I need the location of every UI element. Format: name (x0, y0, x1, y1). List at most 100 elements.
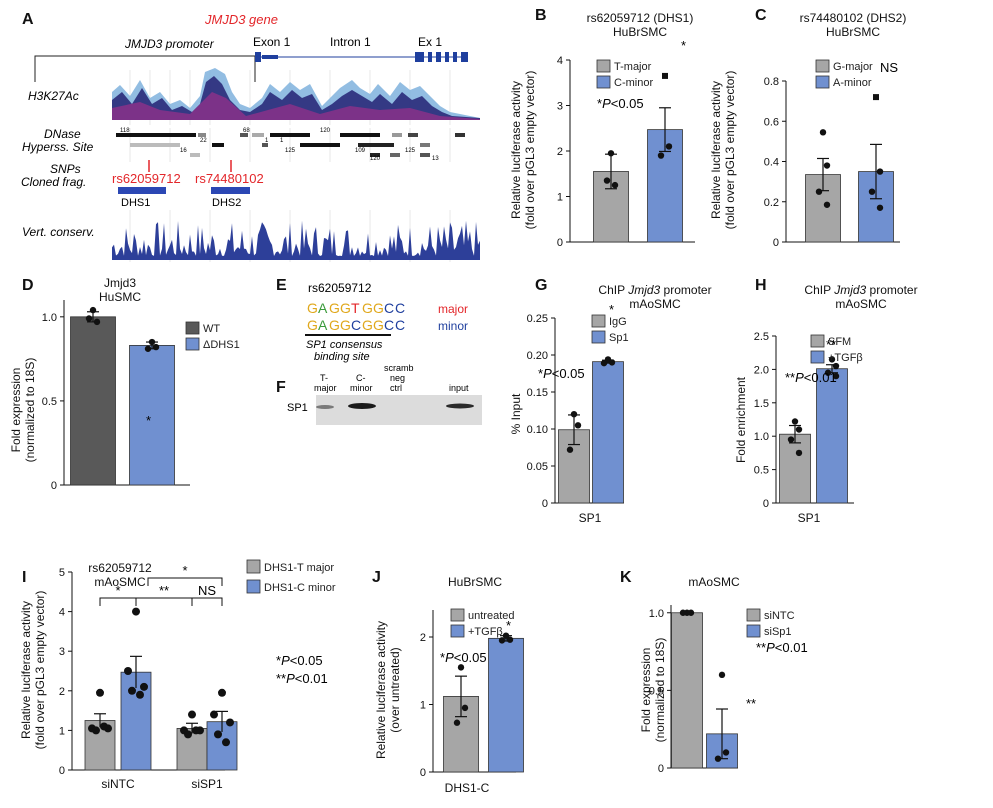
data-point (832, 372, 840, 380)
western-row-label: SP1 (287, 402, 308, 414)
y-tick-label: 3 (557, 101, 563, 113)
dnase-peak (240, 133, 248, 137)
data-point (687, 609, 695, 616)
dnase-number: 1 (265, 138, 269, 144)
lane-label: scramb (384, 363, 414, 373)
legend-label: untreated (468, 610, 514, 622)
legend-label: DHS1-T major (264, 562, 334, 574)
panel-label-i: I (22, 569, 26, 586)
major-base: G (340, 300, 351, 316)
data-point (498, 637, 506, 644)
chart-title: mAoSMC (835, 297, 887, 311)
promoter-label: JMJD3 promoter (124, 37, 215, 51)
legend-label: C-minor (614, 77, 653, 89)
data-point (574, 422, 582, 429)
exon-block (436, 52, 441, 62)
dnase-number: 125 (285, 148, 296, 154)
significance-annotation: * (681, 38, 686, 53)
legend-swatch (596, 75, 611, 89)
dnase-number: 68 (243, 128, 250, 134)
significance-annotation: ** (159, 583, 169, 598)
significance-annotation: **P<0.01 (756, 640, 808, 655)
bar (779, 433, 811, 504)
bar (671, 612, 703, 769)
lane-label: minor (350, 383, 373, 393)
major-base: G (329, 300, 340, 316)
x-axis-label: SP1 (579, 511, 602, 525)
x-group-label: siSP1 (191, 777, 223, 791)
y-axis-label: % Input (509, 393, 523, 434)
legend-swatch (185, 337, 200, 351)
consensus-caption-1: SP1 consensus (306, 339, 383, 351)
significance-annotation: *P<0.05 (440, 650, 487, 665)
significance-annotation: *P<0.05 (597, 96, 644, 111)
h3k27ac-signal-magenta (112, 92, 480, 120)
gene-model: Exon 1 Intron 1 Ex 1 (253, 35, 468, 62)
legend-label: DHS1-C minor (264, 582, 336, 594)
data-point (868, 188, 876, 195)
panel-label-k: K (620, 569, 632, 586)
minor-base: C (384, 317, 394, 333)
bar (176, 728, 208, 771)
y-tick-label: 4 (59, 607, 65, 619)
significance-annotation: **P<0.01 (276, 671, 328, 686)
data-point (603, 177, 611, 184)
legend-swatch (810, 350, 825, 364)
data-point (100, 722, 108, 731)
y-tick-label: 2.5 (754, 331, 769, 343)
panel-label-d: D (22, 277, 34, 294)
significance-bracket (147, 577, 223, 586)
chart-title: ChIP Jmjd3 promoter (804, 283, 917, 297)
data-point (457, 664, 465, 671)
data-point (136, 690, 144, 699)
chart-title: HuBrSMC (448, 575, 502, 589)
minor-base: G (362, 317, 373, 333)
y-tick-label: 5 (59, 567, 65, 579)
data-point (607, 150, 615, 157)
bar (70, 316, 116, 486)
x-axis-label: DHS1-C (445, 781, 490, 795)
track-label-h3k27ac: H3K27Ac (28, 89, 79, 103)
y-tick-label: 0 (51, 480, 57, 492)
exon1-label: Exon 1 (253, 35, 291, 49)
data-point (662, 72, 668, 79)
data-point (791, 418, 799, 425)
dnase-number: 1 (280, 138, 284, 144)
data-point (188, 710, 196, 719)
y-tick-label: 0.20 (527, 350, 548, 362)
data-point (718, 671, 726, 679)
lane-label: T- (320, 373, 328, 383)
legend-label: T-major (614, 61, 652, 73)
frag-dhs1 (118, 187, 166, 194)
y-tick-label: 1.5 (754, 398, 769, 410)
data-point (96, 688, 104, 697)
conservation-track (112, 210, 480, 262)
data-point (128, 686, 136, 695)
bar (488, 637, 524, 773)
data-point (566, 446, 574, 453)
panel-a: A JMJD3 gene JMJD3 promoter Exon 1 Intro… (21, 11, 480, 262)
data-point (657, 152, 665, 159)
chart-title: HuBrSMC (613, 25, 667, 39)
h3k27ac-track (112, 68, 480, 125)
y-tick-label: 1.0 (754, 431, 769, 443)
data-point (124, 667, 132, 675)
panel-label-e: E (276, 277, 287, 294)
chart-title: rs62059712 (DHS1) (587, 11, 694, 25)
dnase-track: 118 68 120 1 22 1 125 109 125 16 120 13 (116, 128, 465, 162)
dnase-number: 118 (120, 128, 130, 134)
y-tick-label: 1 (557, 192, 563, 204)
data-point (679, 609, 687, 616)
y-tick-label: 1.0 (649, 608, 664, 620)
major-base: G (362, 300, 373, 316)
minor-base: G (340, 317, 351, 333)
minor-label: minor (438, 319, 468, 333)
data-point (570, 411, 578, 418)
significance-annotation: * (609, 302, 614, 317)
data-point (823, 201, 831, 208)
legend-swatch (746, 608, 761, 622)
data-point (461, 704, 469, 712)
data-point (832, 362, 840, 370)
